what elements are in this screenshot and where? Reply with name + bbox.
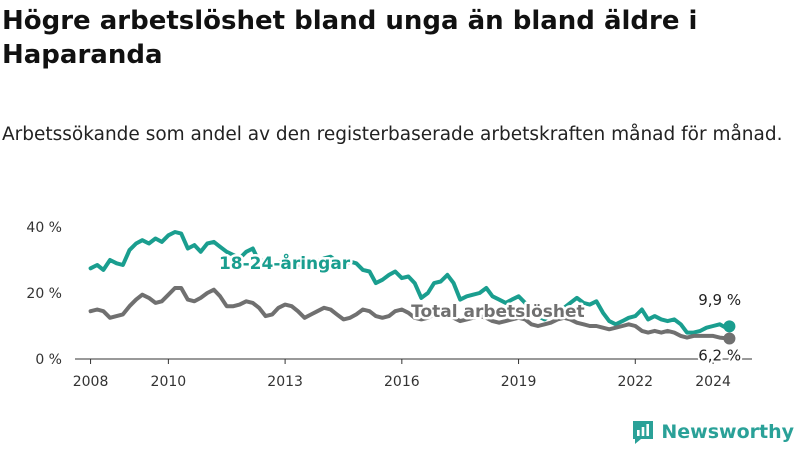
end-value-total: 6,2 %	[698, 346, 741, 364]
page-title: Högre arbetslöshet bland unga än bland ä…	[2, 6, 698, 70]
series-name-total: Total arbetslöshet	[411, 302, 585, 322]
line-chart: 0 % 20 % 40 % 2008 2010 2013 2016 2019 2022 2024…	[26, 220, 752, 390]
x-tick-label: 2016	[384, 374, 420, 390]
y-tick-label: 40 %	[26, 220, 62, 236]
x-tick-label: 2010	[151, 374, 187, 390]
y-axis-ticks: 0 % 20 % 40 %	[26, 220, 62, 368]
end-point-youth	[723, 320, 736, 333]
x-tick-label: 2013	[267, 374, 303, 390]
series-line-total	[88, 286, 732, 341]
series-line-youth	[88, 230, 732, 335]
x-tick-label: 2008	[73, 374, 109, 390]
y-tick-label: 0 %	[35, 352, 62, 368]
x-tick-label: 2022	[617, 374, 653, 390]
series-lines	[88, 230, 736, 345]
x-tick-label: 2019	[501, 374, 537, 390]
x-axis-ticks: 2008 2010 2013 2016 2019 2022 2024	[73, 359, 731, 390]
newsworthy-logo-icon	[633, 421, 654, 444]
newsworthy-logo: Newsworthy	[631, 417, 794, 447]
y-tick-label: 20 %	[26, 286, 62, 302]
end-point-total	[723, 332, 736, 345]
x-tick-label: 2024	[695, 374, 731, 390]
brand-name: Newsworthy	[661, 421, 794, 443]
chart-subtitle: Arbetssökande som andel av den registerb…	[2, 124, 783, 145]
end-value-youth: 9,9 %	[698, 291, 741, 309]
series-name-youth: 18-24-åringar	[219, 252, 351, 274]
series-labels: 18-24-åringar Total arbetslöshet 9,9 % 6,2 …	[216, 249, 743, 366]
